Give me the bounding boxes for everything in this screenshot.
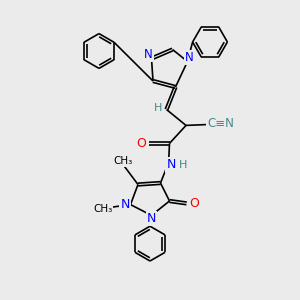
Text: CH₃: CH₃: [93, 204, 112, 214]
Text: N: N: [120, 198, 130, 211]
Text: O: O: [189, 197, 199, 210]
Text: C≡N: C≡N: [207, 117, 234, 130]
Text: N: N: [166, 158, 176, 172]
Text: N: N: [147, 212, 156, 225]
Text: CH₃: CH₃: [113, 156, 133, 166]
Text: N: N: [185, 51, 194, 64]
Text: H: H: [179, 160, 187, 170]
Text: O: O: [136, 137, 146, 150]
Text: H: H: [154, 103, 162, 113]
Text: N: N: [144, 48, 153, 62]
